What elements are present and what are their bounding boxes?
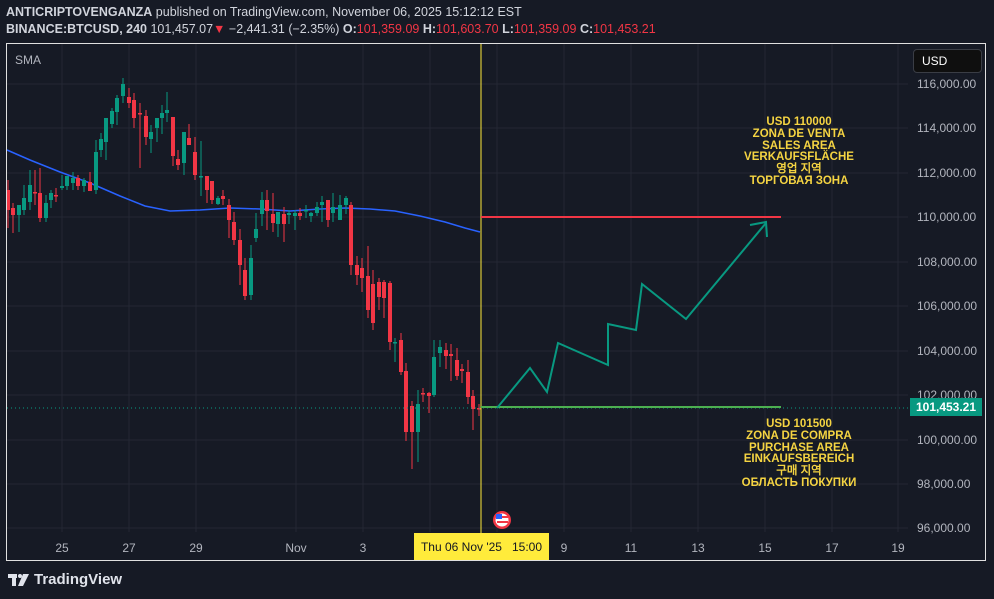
last-price: 101,457.07 bbox=[150, 22, 214, 36]
sell-zone-label: USD 110000 ZONA DE VENTA SALES AREA VERK… bbox=[736, 116, 862, 188]
symbol-info: BINANCE:BTCUSD, 240 101,457.07▼ −2,441.3… bbox=[6, 22, 656, 36]
x-tick: 29 bbox=[189, 541, 203, 555]
down-arrow-icon: ▼ bbox=[213, 22, 226, 36]
high-value: 101,603.70 bbox=[436, 22, 499, 36]
chart-frame bbox=[6, 43, 986, 561]
zone-line: ZONA DE VENTA bbox=[752, 127, 846, 140]
x-tick: 19 bbox=[891, 541, 905, 555]
y-tick: 108,000.00 bbox=[917, 255, 978, 269]
us-flag-event-icon[interactable] bbox=[493, 511, 511, 529]
open-value: 101,359.09 bbox=[356, 22, 420, 36]
currency-button[interactable]: USD bbox=[913, 49, 982, 73]
x-tick: 15 bbox=[758, 541, 772, 555]
y-tick: 98,000.00 bbox=[917, 477, 971, 491]
zone-line: ZONA DE COMPRA bbox=[746, 429, 852, 442]
high-label: H: bbox=[422, 22, 437, 36]
x-tick: 3 bbox=[359, 541, 367, 555]
symbol-label: BINANCE:BTCUSD, 240 bbox=[6, 22, 147, 36]
y-tick: 106,000.00 bbox=[917, 299, 978, 313]
x-tick: 9 bbox=[560, 541, 568, 555]
x-tick: 11 bbox=[624, 541, 638, 555]
x-tick: 17 bbox=[825, 541, 839, 555]
zone-line: EINKAUFSBEREICH bbox=[743, 453, 855, 466]
zone-line: SALES AREA bbox=[762, 139, 836, 152]
price-change: −2,441.31 (−2.35%) bbox=[228, 22, 340, 36]
low-label: L: bbox=[502, 22, 514, 36]
tradingview-logo[interactable]: TradingView bbox=[8, 571, 122, 588]
current-price-tag: 101,453.21 bbox=[910, 398, 982, 416]
y-tick: 110,000.00 bbox=[917, 210, 977, 224]
zone-line: ОБЛАСТЬ ПОКУПКИ bbox=[741, 476, 857, 489]
low-value: 101,359.09 bbox=[513, 22, 577, 36]
x-tick: 25 bbox=[55, 541, 69, 555]
y-tick: 96,000.00 bbox=[917, 521, 971, 535]
published-text: published on TradingView.com, November 0… bbox=[155, 5, 522, 19]
arrowhead-icon bbox=[749, 220, 768, 238]
zone-line: 구매 지역 bbox=[776, 465, 822, 478]
y-tick: 114,000.00 bbox=[917, 121, 977, 135]
open-label: O: bbox=[342, 22, 357, 36]
zone-line: VERKAUFSFLÄCHE bbox=[744, 151, 854, 164]
x-tick: 13 bbox=[691, 541, 705, 555]
zone-line: 영업 지역 bbox=[776, 163, 822, 176]
author-name[interactable]: ANTICRIPTOVENGANZA bbox=[6, 5, 153, 19]
x-tick: 27 bbox=[122, 541, 136, 555]
zone-line: USD 110000 bbox=[766, 116, 832, 128]
zone-line: PURCHASE AREA bbox=[749, 441, 849, 454]
sma-indicator-label[interactable]: SMA bbox=[15, 53, 42, 67]
y-tick: 100,000.00 bbox=[917, 433, 978, 447]
y-tick: 112,000.00 bbox=[917, 166, 977, 180]
brand-name: TradingView bbox=[34, 571, 123, 588]
y-tick: 104,000.00 bbox=[917, 344, 978, 358]
projection-arrow-path[interactable] bbox=[496, 222, 767, 409]
grid-lines bbox=[7, 44, 908, 532]
zone-line: USD 101500 bbox=[766, 418, 832, 430]
candlesticks bbox=[6, 78, 481, 469]
buy-zone-label: USD 101500 ZONA DE COMPRA PURCHASE AREA … bbox=[736, 418, 862, 490]
y-tick: 116,000.00 bbox=[917, 77, 977, 91]
publish-info: ANTICRIPTOVENGANZA published on TradingV… bbox=[6, 5, 522, 19]
close-value: 101,453.21 bbox=[593, 22, 656, 36]
close-label: C: bbox=[579, 22, 594, 36]
zone-line: ТОРГОВАЯ ЗОНА bbox=[749, 174, 849, 187]
x-tick: Nov bbox=[285, 541, 307, 555]
tradingview-logo-icon bbox=[8, 573, 29, 586]
crosshair-time-label: Thu 06 Nov '25 15:00 bbox=[414, 533, 549, 560]
